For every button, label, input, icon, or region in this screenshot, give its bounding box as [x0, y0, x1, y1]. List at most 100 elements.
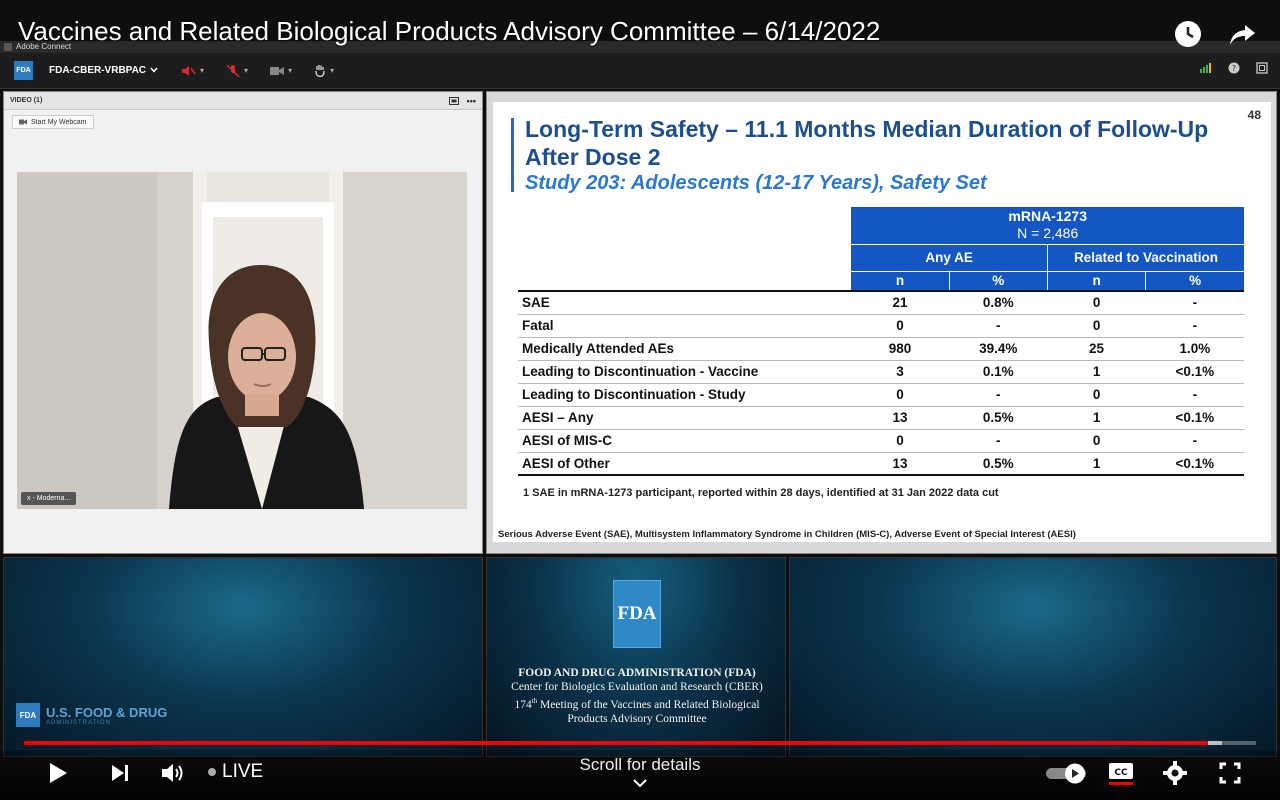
cell: 0 [1047, 314, 1146, 338]
play-button[interactable] [44, 760, 72, 786]
cell: 0 [850, 383, 950, 407]
cell: 1 [1047, 406, 1146, 430]
cell: 0 [1047, 429, 1146, 453]
progress-bar[interactable] [24, 741, 1256, 745]
fda-brand: FDA U.S. FOOD & DRUG ADMINISTRATION [16, 703, 167, 727]
microphone-button[interactable]: ▾ [226, 63, 249, 78]
table-row: SAE 21 0.8% 0- [518, 291, 1244, 315]
progress-played [24, 741, 1208, 745]
cell: 39.4% [949, 337, 1048, 361]
scroll-hint[interactable]: Scroll for details [540, 755, 740, 791]
camera-icon [270, 66, 285, 75]
cell: - [1145, 314, 1244, 338]
more-options-icon[interactable]: ••• [466, 95, 476, 106]
sub-col-n: n [850, 270, 950, 292]
chevron-down-icon: ▾ [200, 66, 205, 75]
video-title: Vaccines and Related Biological Products… [18, 16, 881, 46]
title-accent-bar [511, 118, 514, 192]
cell: 1 [1047, 360, 1146, 384]
table-row: AESI – Any 13 0.5% 1 <0.1% [518, 406, 1244, 430]
top-actions [1172, 18, 1258, 50]
cell: 21 [850, 291, 950, 315]
settings-button[interactable] [1161, 760, 1189, 786]
live-label: LIVE [222, 761, 264, 782]
cell: 3 [850, 360, 950, 384]
cell: 0 [1047, 291, 1146, 315]
slide-title: Long-Term Safety – 11.1 Months Median Du… [525, 116, 1209, 170]
cell: <0.1% [1145, 406, 1244, 430]
meeting-number-suffix: th [531, 697, 538, 705]
row-label: Leading to Discontinuation - Study [518, 383, 851, 407]
video-pod: VIDEO (1) ••• Start My Webcam [3, 91, 483, 554]
row-label: Fatal [518, 314, 851, 338]
cell: - [1145, 383, 1244, 407]
chevron-down-icon: ▾ [288, 66, 293, 75]
toolbar-right: ? [1200, 62, 1268, 74]
next-icon [112, 765, 128, 781]
cell: - [949, 429, 1048, 453]
app-title: Adobe Connect [16, 42, 72, 51]
connection-bars-icon[interactable] [1200, 63, 1212, 73]
table-row: Medically Attended AEs 980 39.4% 25 1.0% [518, 337, 1244, 361]
cell: 0 [850, 314, 950, 338]
room-menu[interactable]: FDA-CBER-VRBPAC [49, 65, 158, 76]
cell: 980 [850, 337, 950, 361]
fda-logo: FDA [613, 580, 661, 648]
next-button[interactable] [106, 760, 134, 786]
row-label: AESI of Other [518, 452, 851, 476]
cell: <0.1% [1145, 452, 1244, 476]
live-dot-icon [208, 768, 216, 776]
volume-button[interactable] [158, 760, 188, 786]
table-row: AESI of MIS-C 0-0- [518, 429, 1244, 453]
col-any-ae: Any AE [850, 243, 1048, 271]
hand-icon [315, 65, 325, 77]
cell: <0.1% [1145, 360, 1244, 384]
chevron-down-icon [540, 777, 740, 791]
watch-later-icon[interactable] [1172, 18, 1204, 50]
cell: 1.0% [1145, 337, 1244, 361]
cell: 0 [850, 429, 950, 453]
table-row: Leading to Discontinuation - Vaccine 3 0.1… [518, 360, 1244, 384]
meeting-number: 174 [514, 698, 532, 711]
help-icon[interactable]: ? [1228, 62, 1240, 74]
group-n: N = 2,486 [1017, 225, 1079, 242]
fit-icon[interactable] [448, 96, 459, 105]
speaker-muted-icon [182, 65, 196, 76]
speaker-button[interactable]: ▾ [180, 65, 204, 77]
play-icon [50, 763, 67, 783]
gear-icon [1163, 761, 1187, 785]
chevron-down-icon: ▾ [244, 66, 249, 75]
safety-table: mRNA-1273 N = 2,486 Any AE Related to Va… [518, 207, 1244, 476]
fullscreen-toggle-icon[interactable] [1256, 62, 1268, 74]
row-label: SAE [518, 291, 851, 315]
center-line: Center for Biologics Evaluation and Rese… [511, 681, 763, 693]
group-name: mRNA-1273 [1008, 208, 1087, 225]
share-icon[interactable] [1226, 18, 1258, 50]
start-webcam-button[interactable]: Start My Webcam [12, 115, 94, 129]
slide-subtitle: Study 203: Adolescents (12-17 Years), Sa… [525, 172, 987, 194]
svg-text:?: ? [1232, 64, 1236, 73]
autoplay-toggle[interactable] [1044, 760, 1090, 786]
fullscreen-button[interactable] [1216, 760, 1244, 786]
background-panel [789, 557, 1277, 757]
cell: 1 [1047, 452, 1146, 476]
sub-col-pct: % [1145, 270, 1244, 292]
sub-col-n: n [1046, 270, 1146, 292]
slide-page-number: 48 [1247, 108, 1261, 122]
sub-col-pct: % [948, 270, 1048, 292]
scroll-hint-label: Scroll for details [579, 755, 701, 774]
cell: 13 [850, 452, 950, 476]
captions-button[interactable]: CC [1106, 760, 1136, 786]
participant-video-frame [17, 172, 467, 509]
cell: 0.1% [949, 360, 1048, 384]
live-indicator[interactable]: LIVE [208, 761, 263, 783]
raise-hand-button[interactable]: ▾ [314, 64, 334, 77]
captions-icon: CC [1109, 763, 1133, 785]
chevron-down-icon: ▾ [330, 66, 335, 75]
svg-text:CC: CC [1114, 768, 1128, 778]
group-header: mRNA-1273 N = 2,486 [850, 207, 1244, 244]
webcam-icon [19, 119, 27, 125]
volume-icon [162, 764, 183, 782]
camera-button[interactable]: ▾ [270, 66, 292, 76]
player-controls: LIVE Scroll for details CC [0, 750, 1280, 800]
